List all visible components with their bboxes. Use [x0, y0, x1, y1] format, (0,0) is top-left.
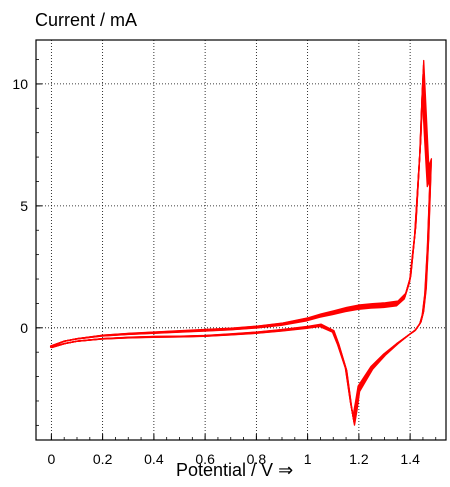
x-axis-title-text: Potential / V [176, 460, 274, 480]
x-tick-label: 0.8 [247, 451, 267, 467]
ticks: 0 0.2 0.4 0.6 0.8 1 1.2 1.4 0 5 10 [12, 59, 437, 467]
cv-cycle-line [51, 64, 432, 425]
x-tick-label: 0 [47, 451, 55, 467]
cv-cycle-line [51, 59, 433, 426]
grid [36, 40, 446, 440]
cv-cycle-line [50, 73, 432, 422]
axes [35, 39, 447, 441]
series [49, 59, 433, 426]
x-tick-label: 0.2 [93, 451, 113, 467]
y-tick-label: 0 [20, 320, 28, 336]
x-tick-label: 1.4 [400, 451, 420, 467]
x-tick-label: 1.2 [349, 451, 369, 467]
y-tick-label: 5 [20, 198, 28, 214]
x-tick-label: 0.6 [195, 451, 215, 467]
cv-cycle-line [51, 69, 432, 424]
y-axis-title: Current / mA [35, 10, 138, 30]
x-tick-label: 1 [304, 451, 312, 467]
x-axis-title: Potential / V ⇒ [176, 460, 293, 481]
x-tick-label: 0.4 [144, 451, 164, 467]
plot-frame [35, 39, 447, 441]
x-axis-arrow: ⇒ [278, 460, 294, 480]
y-tick-label: 10 [12, 76, 28, 92]
